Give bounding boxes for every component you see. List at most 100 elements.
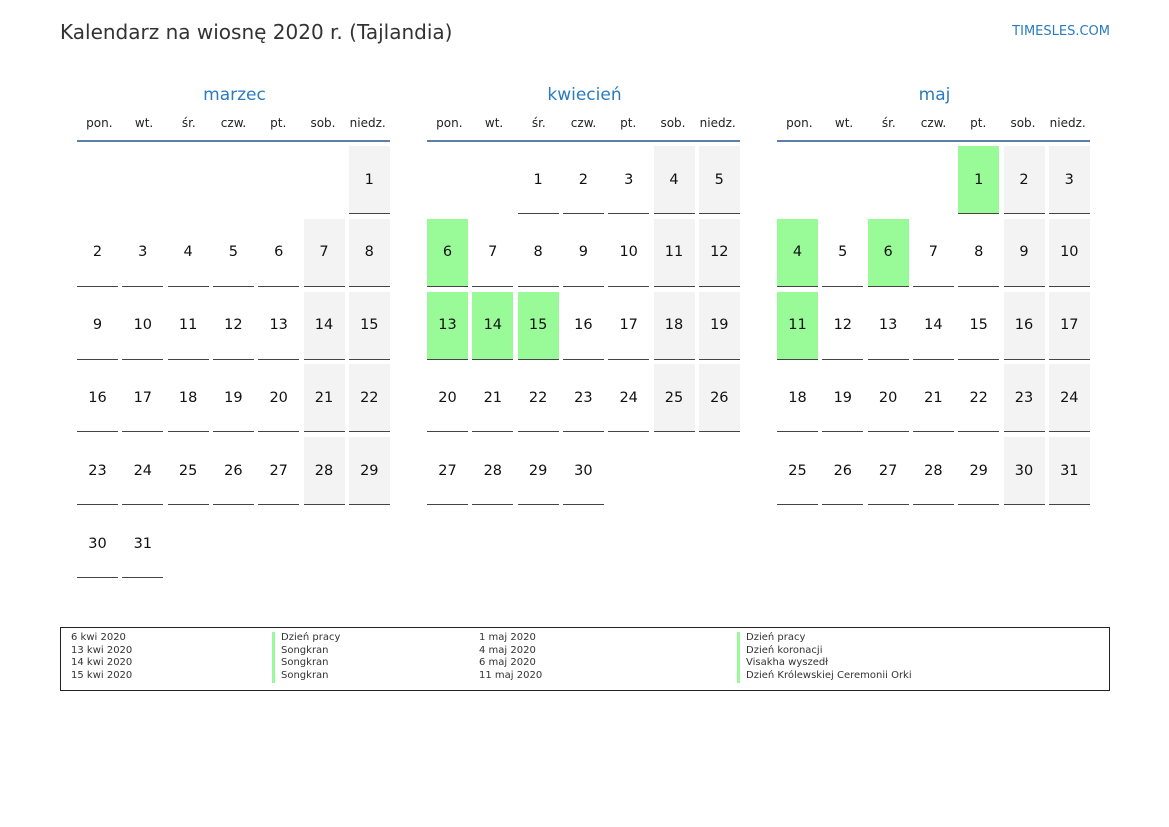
day-cell[interactable]: 31 [122,510,164,578]
day-cell[interactable]: 29 [348,437,390,506]
day-cell[interactable]: 17 [1048,291,1090,360]
holiday-day-cell[interactable]: 4 [777,218,818,287]
day-cell[interactable]: 1 [517,146,559,214]
day-cell[interactable]: 24 [122,437,164,506]
day-cell[interactable]: 26 [822,437,864,506]
day-cell[interactable]: 13 [867,292,909,360]
day-cell[interactable]: 19 [212,364,254,433]
day-cell[interactable]: 9 [562,219,604,287]
day-cell[interactable]: 12 [822,292,864,360]
day-cell[interactable]: 14 [912,292,954,360]
day-cell[interactable]: 10 [1048,218,1090,287]
day-cell[interactable]: 26 [698,364,740,433]
month-title: marzec [203,85,266,105]
day-cell[interactable]: 10 [122,292,164,360]
day-cell[interactable]: 9 [77,292,118,360]
holiday-day-cell[interactable]: 13 [427,291,468,360]
day-cell[interactable]: 27 [258,437,300,506]
holiday-day-cell[interactable]: 14 [472,291,514,360]
day-cell[interactable]: 21 [912,364,954,433]
day-cell[interactable]: 28 [303,437,345,506]
weekday-label: niedz. [699,116,736,130]
holiday-day-cell[interactable]: 6 [867,218,909,287]
day-cell[interactable]: 22 [348,364,390,433]
day-cell[interactable]: 4 [653,146,695,214]
day-cell[interactable]: 10 [608,219,650,287]
day-cell[interactable]: 2 [1003,146,1045,214]
day-cell[interactable]: 2 [562,146,604,214]
day-cell[interactable]: 13 [258,292,300,360]
day-cell[interactable]: 7 [472,219,514,287]
holiday-day-cell[interactable]: 11 [777,291,818,360]
day-cell[interactable]: 24 [608,364,650,433]
day-cell[interactable]: 25 [653,364,695,433]
day-cell[interactable]: 3 [122,219,164,287]
day-cell[interactable]: 8 [958,219,1000,287]
day-cell[interactable]: 25 [167,437,209,506]
day-cell[interactable]: 16 [562,292,604,360]
day-cell[interactable]: 11 [167,292,209,360]
legend-right-dates: 1 maj 2020 4 maj 2020 6 maj 2020 11 maj … [479,632,542,683]
day-cell[interactable]: 18 [653,291,695,360]
day-cell[interactable]: 19 [698,291,740,360]
day-cell[interactable]: 14 [303,291,345,360]
day-cell[interactable]: 12 [212,292,254,360]
day-cell[interactable]: 6 [258,219,300,287]
day-cell[interactable]: 27 [427,437,468,506]
day-cell[interactable]: 15 [958,292,1000,360]
day-cell[interactable]: 18 [167,364,209,433]
day-cell[interactable]: 7 [912,219,954,287]
site-link[interactable]: TIMESLES.COM [1012,24,1110,39]
day-cell[interactable]: 16 [1003,291,1045,360]
day-cell[interactable]: 9 [1003,218,1045,287]
day-cell[interactable]: 22 [517,364,559,433]
day-cell[interactable]: 12 [698,218,740,287]
day-cell[interactable]: 5 [822,219,864,287]
day-cell[interactable]: 2 [77,219,118,287]
legend-left-names: Dzień pracy Songkran Songkran Songkran [272,632,340,683]
day-cell[interactable]: 30 [77,510,118,578]
day-cell[interactable]: 4 [167,219,209,287]
day-cell[interactable]: 23 [77,437,118,506]
day-cell[interactable]: 8 [348,218,390,287]
day-cell[interactable]: 29 [517,437,559,506]
day-grid: 1 2 3 4 5 6 7 8 9 10 11 12 13 14 15 16 17 18 19 20 21 22 23 24 2… [777,142,1092,582]
day-cell[interactable]: 21 [303,364,345,433]
day-cell[interactable]: 20 [258,364,300,433]
day-cell[interactable]: 24 [1048,364,1090,433]
day-cell[interactable]: 28 [472,437,514,506]
day-cell[interactable]: 18 [777,364,818,433]
holiday-day-cell[interactable]: 1 [958,146,1000,214]
day-cell[interactable]: 27 [867,437,909,506]
legend-holiday-name: Songkran [272,657,340,671]
day-cell[interactable]: 20 [867,364,909,433]
day-cell[interactable]: 5 [698,146,740,214]
day-cell[interactable]: 31 [1048,437,1090,506]
day-cell[interactable]: 28 [912,437,954,506]
day-cell[interactable]: 16 [77,364,118,433]
day-cell[interactable]: 3 [608,146,650,214]
holiday-day-cell[interactable]: 15 [517,291,559,360]
day-cell[interactable]: 30 [562,437,604,506]
day-cell[interactable]: 5 [212,219,254,287]
day-cell[interactable]: 15 [348,291,390,360]
day-cell[interactable]: 1 [348,146,390,214]
day-cell[interactable]: 23 [1003,364,1045,433]
day-cell[interactable]: 3 [1048,146,1090,214]
day-grid: 1 2 3 4 5 6 7 8 9 10 11 12 13 14 15 16 17 18 19 20 21 22 23 24 2… [427,142,742,582]
day-cell[interactable]: 17 [608,292,650,360]
day-cell[interactable]: 23 [562,364,604,433]
day-cell[interactable]: 8 [517,219,559,287]
day-cell[interactable]: 20 [427,364,468,433]
day-cell[interactable]: 17 [122,364,164,433]
day-cell[interactable]: 29 [958,437,1000,506]
day-cell[interactable]: 25 [777,437,818,506]
day-cell[interactable]: 22 [958,364,1000,433]
day-cell[interactable]: 26 [212,437,254,506]
day-cell[interactable]: 19 [822,364,864,433]
day-cell[interactable]: 30 [1003,437,1045,506]
day-cell[interactable]: 11 [653,218,695,287]
day-cell[interactable]: 21 [472,364,514,433]
day-cell[interactable]: 7 [303,218,345,287]
holiday-day-cell[interactable]: 6 [427,218,468,287]
